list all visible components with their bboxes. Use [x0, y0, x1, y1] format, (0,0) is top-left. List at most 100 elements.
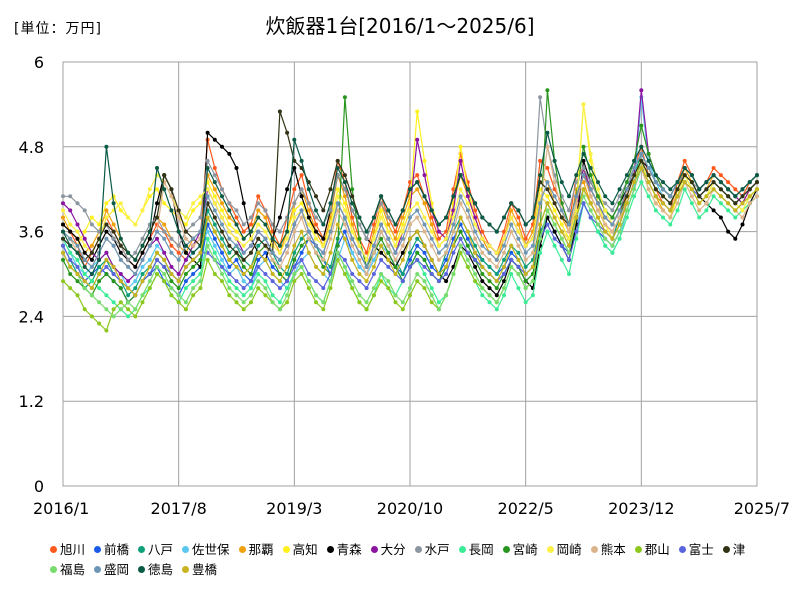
legend-marker: [458, 546, 466, 553]
data-point: [581, 102, 586, 107]
data-point: [176, 286, 181, 291]
data-point: [118, 201, 123, 206]
data-point: [639, 123, 644, 128]
data-point: [689, 194, 694, 199]
data-point: [429, 257, 434, 262]
data-point: [530, 264, 535, 269]
data-point: [473, 257, 478, 262]
legend-item: 青森: [326, 540, 362, 560]
data-point: [306, 286, 311, 291]
data-point: [538, 201, 543, 206]
data-point: [140, 279, 145, 284]
data-point: [711, 166, 716, 170]
data-point: [473, 229, 478, 234]
data-point: [321, 300, 326, 305]
data-point: [104, 236, 109, 241]
data-point: [299, 187, 304, 192]
data-point: [581, 151, 586, 156]
data-point: [487, 222, 492, 227]
data-point: [198, 215, 203, 220]
data-point: [104, 144, 109, 149]
data-point: [465, 257, 470, 262]
data-point: [530, 279, 535, 284]
data-point: [118, 208, 123, 213]
data-point: [126, 215, 131, 220]
data-point: [75, 222, 80, 227]
data-point: [68, 243, 73, 248]
data-point: [212, 173, 217, 178]
data-point: [75, 243, 80, 248]
data-point: [205, 194, 210, 199]
data-point: [321, 264, 326, 269]
data-point: [249, 279, 253, 284]
data-point: [451, 187, 456, 192]
data-point: [610, 243, 615, 248]
legend-marker: [94, 546, 102, 553]
data-point: [277, 300, 282, 305]
data-point: [422, 194, 427, 199]
data-point: [350, 187, 355, 192]
data-point: [502, 243, 506, 248]
data-point: [176, 229, 181, 234]
data-point: [610, 222, 615, 227]
data-point: [617, 187, 622, 192]
data-point: [321, 257, 326, 262]
data-point: [162, 187, 167, 192]
data-point: [155, 250, 159, 255]
data-point: [552, 222, 557, 227]
data-point: [270, 300, 275, 305]
data-point: [277, 250, 282, 255]
data-point: [277, 264, 282, 269]
data-point: [75, 264, 80, 269]
data-point: [689, 201, 694, 206]
data-point: [632, 187, 637, 192]
data-point: [436, 307, 441, 312]
data-point: [162, 257, 167, 262]
data-point: [436, 279, 441, 284]
data-point: [523, 286, 528, 291]
data-point: [75, 250, 80, 255]
data-point: [328, 286, 333, 291]
data-point: [198, 286, 203, 291]
data-point: [241, 286, 246, 291]
data-point: [234, 208, 239, 213]
legend-label: 徳島: [148, 562, 174, 577]
data-point: [574, 215, 579, 220]
data-point: [220, 257, 224, 262]
data-point: [516, 272, 521, 276]
data-point: [502, 272, 506, 276]
legend-item: 豊橋: [182, 560, 217, 580]
data-point: [97, 264, 102, 269]
data-point: [545, 187, 550, 192]
data-point: [220, 222, 224, 227]
data-point: [567, 194, 571, 199]
data-point: [653, 173, 658, 178]
legend-item: 大分: [370, 540, 406, 560]
data-point: [198, 201, 203, 206]
data-point: [350, 236, 355, 241]
data-point: [567, 243, 571, 248]
data-point: [104, 201, 109, 206]
data-point: [668, 201, 673, 206]
data-point: [342, 229, 347, 234]
data-point: [89, 243, 94, 248]
data-point: [335, 243, 340, 248]
data-point: [646, 151, 651, 156]
data-point: [68, 236, 73, 241]
data-point: [733, 201, 738, 206]
data-point: [89, 264, 94, 269]
data-point: [162, 201, 167, 206]
data-point: [682, 158, 687, 163]
data-point: [661, 180, 665, 185]
data-point: [241, 279, 246, 284]
data-point: [718, 187, 723, 192]
data-point: [379, 194, 384, 199]
data-point: [552, 158, 557, 163]
data-point: [429, 264, 434, 269]
data-point: [234, 166, 239, 170]
data-point: [675, 180, 680, 185]
data-point: [400, 300, 405, 305]
data-point: [61, 257, 65, 262]
data-point: [357, 222, 362, 227]
data-point: [314, 208, 318, 213]
